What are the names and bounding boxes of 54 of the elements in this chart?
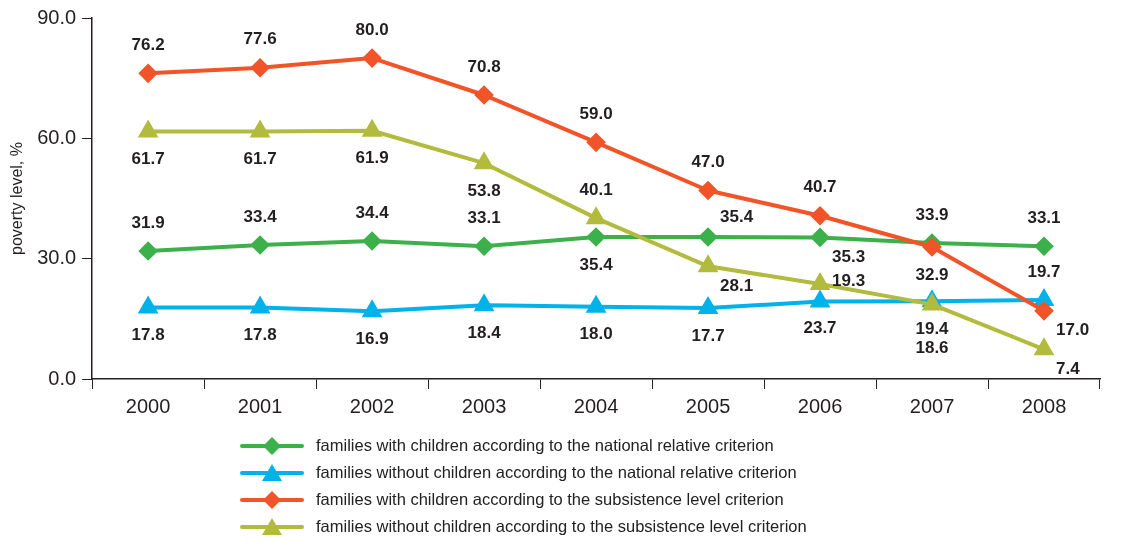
x-tick-label: 2007 xyxy=(909,394,955,417)
data-label: 76.2 xyxy=(131,35,165,55)
data-label: 35.4 xyxy=(579,254,614,274)
data-label: 33.1 xyxy=(467,207,501,227)
data-label: 17.8 xyxy=(131,325,165,345)
x-tick-label: 2001 xyxy=(237,394,283,417)
data-label: 16.9 xyxy=(355,328,389,348)
data-label: 19.7 xyxy=(1027,261,1061,281)
data-label: 40.1 xyxy=(579,179,613,199)
data-label: 33.1 xyxy=(1027,207,1061,227)
y-axis-title: poverty level, % xyxy=(8,142,26,255)
data-label: 61.7 xyxy=(243,149,277,169)
data-label: 61.9 xyxy=(355,148,389,168)
data-label: 53.8 xyxy=(467,180,501,200)
legend-label: families without children according to the subsistence level criterion xyxy=(316,517,807,536)
x-tick-label: 2008 xyxy=(1021,394,1067,417)
data-label: 33.4 xyxy=(243,206,278,226)
data-label: 70.8 xyxy=(467,56,501,76)
data-label: 17.8 xyxy=(243,325,277,345)
legend-label: families with children according to the national relative criterion xyxy=(316,436,774,455)
data-label: 35.4 xyxy=(720,206,754,226)
data-label: 33.9 xyxy=(915,204,949,224)
data-label: 28.1 xyxy=(720,275,754,295)
x-tick-label: 2004 xyxy=(573,394,619,417)
data-label: 23.7 xyxy=(803,317,837,337)
data-label: 17.7 xyxy=(691,325,725,345)
legend-label: families with children according to the subsistence level criterion xyxy=(316,490,784,509)
data-label: 47.0 xyxy=(691,152,725,172)
data-label: 31.9 xyxy=(131,212,165,232)
data-label: 34.4 xyxy=(355,202,390,222)
x-tick-label: 2005 xyxy=(685,394,731,417)
data-label: 77.6 xyxy=(243,29,277,49)
y-tick-label: 60.0 xyxy=(37,125,77,148)
x-tick-label: 2003 xyxy=(461,394,507,417)
data-label: 32.9 xyxy=(915,264,949,284)
data-label: 18.6 xyxy=(915,338,949,358)
data-label: 61.7 xyxy=(131,149,165,169)
data-label: 35.3 xyxy=(832,247,866,267)
x-tick-label: 2000 xyxy=(125,394,171,417)
x-tick-label: 2006 xyxy=(797,394,843,417)
data-label: 17.0 xyxy=(1056,320,1090,340)
data-label: 18.4 xyxy=(467,322,502,342)
data-label: 7.4 xyxy=(1056,359,1081,379)
y-tick-label: 0.0 xyxy=(48,366,77,389)
y-tick-label: 30.0 xyxy=(37,246,77,269)
data-label: 40.7 xyxy=(803,177,837,197)
data-label: 59.0 xyxy=(579,104,613,124)
legend-label: families without children according to the national relative criterion xyxy=(316,463,797,482)
data-label: 18.0 xyxy=(579,324,613,344)
data-label: 19.3 xyxy=(832,271,866,291)
y-tick-label: 90.0 xyxy=(37,5,77,28)
x-tick-label: 2002 xyxy=(349,394,395,417)
data-label: 80.0 xyxy=(355,19,389,39)
data-label: 19.4 xyxy=(915,318,950,338)
